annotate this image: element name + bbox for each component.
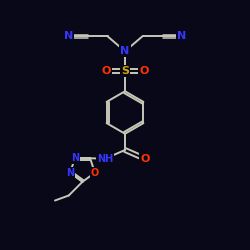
Text: O: O — [140, 154, 150, 164]
Text: N: N — [64, 31, 74, 41]
Text: N: N — [66, 168, 74, 178]
Text: NH: NH — [97, 154, 113, 164]
Text: N: N — [71, 153, 79, 163]
Text: O: O — [139, 66, 148, 76]
Text: O: O — [102, 66, 111, 76]
Text: S: S — [121, 66, 129, 76]
Text: O: O — [91, 168, 99, 178]
Text: N: N — [120, 46, 130, 56]
Text: N: N — [176, 31, 186, 41]
